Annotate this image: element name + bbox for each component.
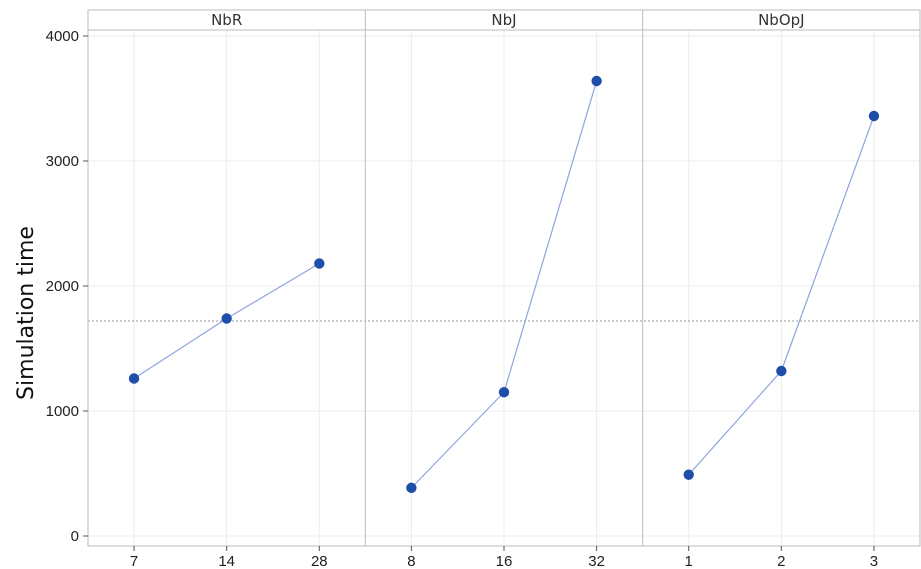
x-tick-label: 14 bbox=[218, 553, 235, 569]
data-point bbox=[776, 365, 787, 377]
y-tick-label: 3000 bbox=[46, 153, 79, 170]
x-tick-label: 28 bbox=[311, 553, 328, 569]
panel-title: NbOpJ bbox=[758, 11, 805, 29]
panel-title: NbR bbox=[211, 11, 242, 29]
x-tick-label: 1 bbox=[685, 553, 693, 569]
x-tick-label: 3 bbox=[870, 553, 878, 569]
data-point bbox=[498, 387, 510, 398]
x-tick-label: 16 bbox=[496, 553, 513, 569]
data-point bbox=[868, 110, 880, 122]
y-tick-label: 0 bbox=[71, 528, 79, 545]
y-tick-label: 4000 bbox=[46, 28, 79, 45]
y-tick-label: 1000 bbox=[46, 403, 79, 420]
panel-title: NbJ bbox=[491, 11, 516, 29]
y-tick-label: 2000 bbox=[46, 278, 79, 295]
x-tick-label: 2 bbox=[777, 553, 785, 569]
data-point bbox=[221, 313, 232, 324]
x-tick-label: 8 bbox=[407, 553, 415, 569]
data-point bbox=[591, 75, 602, 87]
y-axis-label: Simulation time bbox=[14, 226, 39, 400]
data-point bbox=[314, 258, 325, 269]
data-point bbox=[406, 482, 417, 494]
x-tick-label: 7 bbox=[130, 553, 138, 569]
data-point bbox=[128, 373, 140, 384]
plot-area: NbR 7 14 28 NbJ 8 16 32 NbOpJ 1 2 3 0 1000 2000 3000 400… bbox=[46, 9, 921, 569]
x-tick-label: 32 bbox=[588, 553, 605, 569]
data-point bbox=[683, 469, 694, 480]
